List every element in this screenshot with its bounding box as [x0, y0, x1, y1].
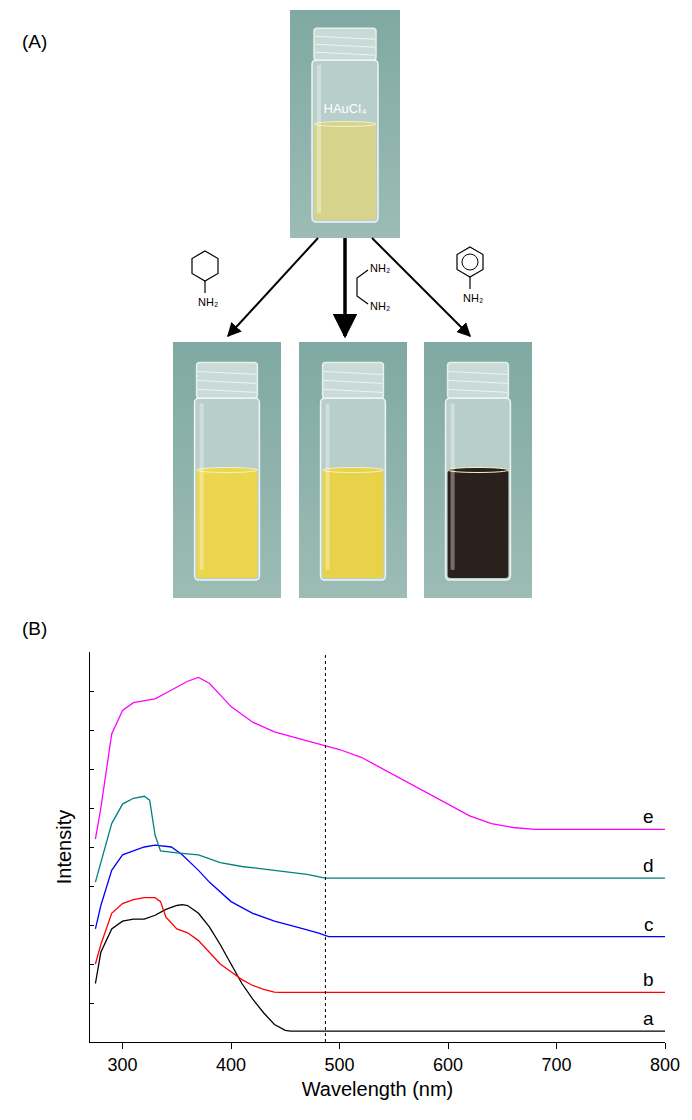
- svg-text:300: 300: [108, 1055, 138, 1075]
- svg-text:NH₂: NH₂: [463, 292, 483, 304]
- svg-text:Wavelength (nm): Wavelength (nm): [302, 1078, 454, 1100]
- svg-text:700: 700: [541, 1055, 571, 1075]
- svg-text:800: 800: [650, 1055, 680, 1075]
- svg-text:NH₂: NH₂: [198, 296, 218, 308]
- svg-text:NH₂: NH₂: [370, 262, 390, 274]
- svg-text:a: a: [643, 1008, 654, 1029]
- svg-text:600: 600: [433, 1055, 463, 1075]
- svg-text:c: c: [644, 914, 654, 935]
- svg-text:NH₂: NH₂: [370, 300, 390, 312]
- svg-text:(A): (A): [22, 31, 47, 52]
- html-text:(B): (B): [22, 618, 48, 639]
- svg-text:Intensity: Intensity: [53, 810, 75, 884]
- svg-text:500: 500: [325, 1055, 355, 1075]
- svg-text:b: b: [643, 969, 654, 990]
- svg-text:d: d: [643, 855, 654, 876]
- svg-text:e: e: [643, 806, 654, 827]
- svg-text:400: 400: [216, 1055, 246, 1075]
- svg-text:HAuCl₄: HAuCl₄: [324, 101, 367, 116]
